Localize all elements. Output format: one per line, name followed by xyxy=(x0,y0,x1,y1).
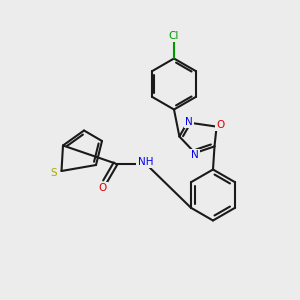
Text: S: S xyxy=(51,167,57,178)
Text: N: N xyxy=(185,117,193,127)
Text: N: N xyxy=(190,150,198,161)
Text: O: O xyxy=(98,183,107,193)
Text: Cl: Cl xyxy=(169,31,179,41)
Text: NH: NH xyxy=(138,157,153,167)
Text: O: O xyxy=(216,120,224,130)
